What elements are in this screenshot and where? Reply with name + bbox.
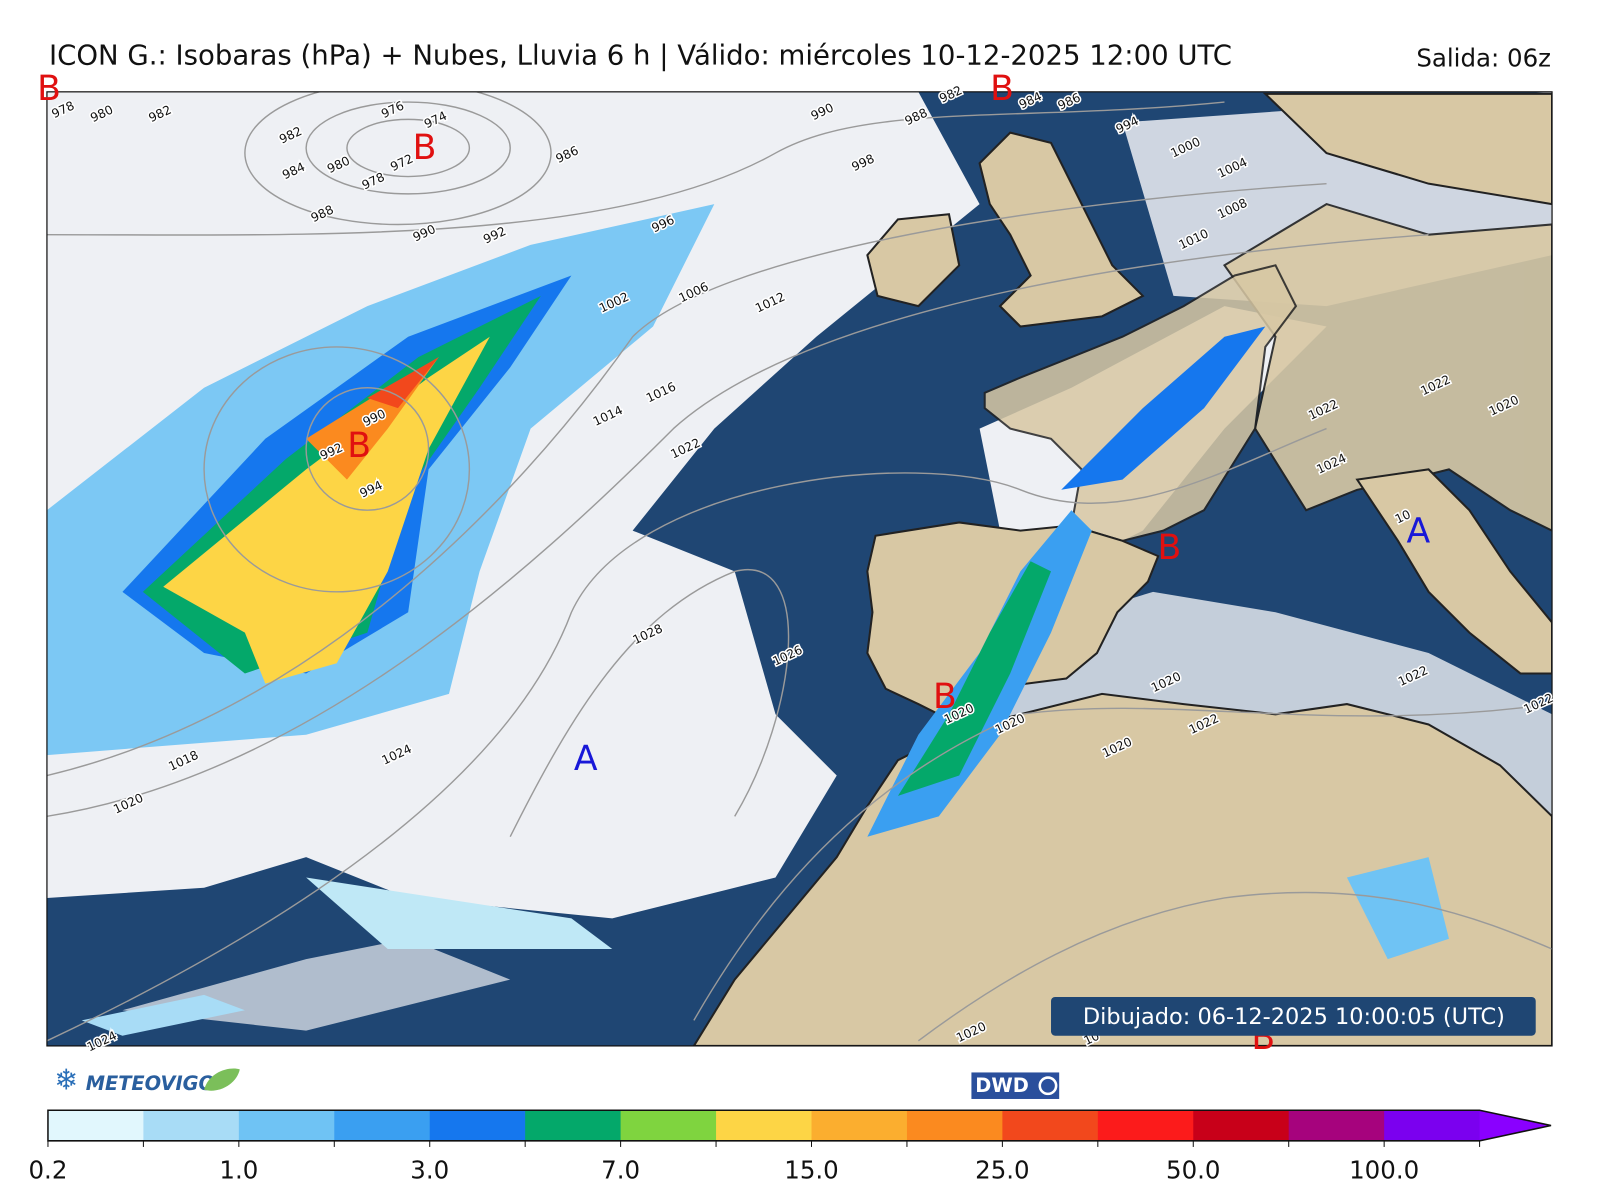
colorbar-segment [1097,1110,1194,1141]
isobars [46,91,1553,1042]
colorbar-segment [143,1110,240,1141]
colorbar-extension [1479,1110,1552,1141]
stamp-box [1051,996,1536,1036]
meteovigo-text: METEOVIGO [86,1072,215,1095]
meteovigo-logo: ❄ METEOVIGO [54,1063,240,1097]
colorbar-segment [525,1110,622,1141]
dwd-box [971,1072,1060,1099]
dwd-logo: DWD [971,1072,1060,1099]
stamp: Dibujado: 06-12-2025 10:00:05 (UTC) [1083,1004,1505,1030]
run-label: Salida: 06z [1416,43,1551,72]
colorbar-tick-label: 1.0 [219,1155,258,1184]
colorbar-tick-label: 50.0 [1166,1155,1220,1184]
colorbar-segment [1193,1110,1290,1141]
pressure-center: B [1157,528,1181,568]
colorbar-segment [1288,1110,1385,1141]
colorbar-tick-label: 100.0 [1349,1155,1419,1184]
colorbar: 0.2 1.0 3.0 7.0 15.0 25.0 50.0 100.0 [28,1109,1552,1184]
colorbar-tick-label: 7.0 [601,1155,640,1184]
map-frame [46,91,1553,1047]
colorbar-outline [47,1109,1552,1142]
pressure-center: B [347,426,371,466]
snowflake-icon: ❄ [54,1063,78,1097]
title: ICON G.: Isobaras (hPa) + Nubes, Lluvia … [49,39,1232,71]
precipitation [46,204,1449,1036]
leaf-icon [204,1068,240,1091]
dwd-text: DWD [975,1074,1029,1097]
colorbar-tick-label: 0.2 [28,1155,67,1184]
colorbar-segment [429,1110,526,1141]
colorbar-segment [811,1110,908,1141]
pressure-center: B [990,69,1014,109]
pressure-center: A [1407,512,1431,552]
colorbar-tick-label: 25.0 [975,1155,1029,1184]
colorbar-tick-label: 3.0 [410,1155,449,1184]
colorbar-segment [1002,1110,1099,1141]
pressure-center: A [574,739,598,779]
colorbar-segment [620,1110,717,1141]
colorbar-segment [906,1110,1003,1141]
pressure-center: B [37,69,61,109]
colorbar-segment [1384,1110,1481,1141]
pressure-center: B [933,677,957,717]
colorbar-tick-label: 15.0 [784,1155,838,1184]
dwd-swirl [1038,1076,1058,1096]
colorbar-segment [47,1110,144,1141]
colorbar-segment [716,1110,813,1141]
map [46,91,1553,1046]
colorbar-segment [238,1110,335,1141]
pressure-center: B [413,128,437,168]
colorbar-segment [334,1110,431,1141]
